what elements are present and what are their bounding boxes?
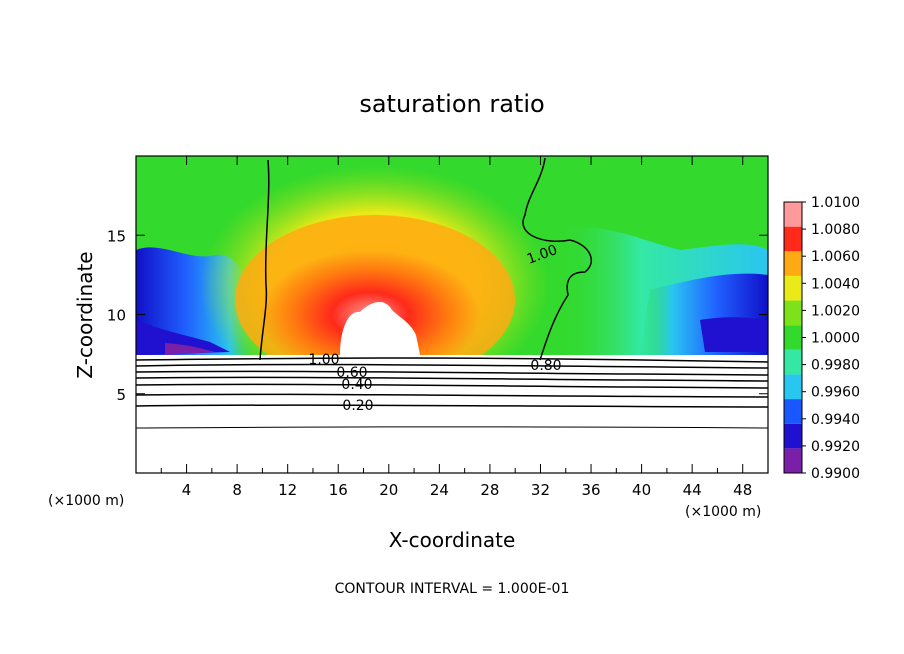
colorbar-swatch — [784, 423, 802, 449]
colorbar-swatch — [784, 226, 802, 252]
contour-line-1.00-right — [522, 157, 592, 361]
colorbar-swatch — [784, 325, 802, 350]
colorbar: 0.9900 0.9920 0.9940 0.9960 0.9980 1.0000 1.00… — [783, 195, 860, 482]
colorbar-label: 1.0020 — [811, 303, 860, 319]
x-axis: 4 8 12 16 20 24 28 32 36 40 44 48 — [160, 156, 752, 499]
plot-area: 1.00 1.00 0.80 0.60 0.40 0.20 — [136, 156, 768, 473]
contour-interval-note: CONTOUR INTERVAL = 1.000E-01 — [335, 581, 570, 597]
heatmap-region-left-purple — [136, 320, 230, 355]
contour-label: 1.00 — [308, 352, 339, 368]
contour-label: 0.40 — [341, 377, 372, 393]
y-axis-label: Z-coordinate — [73, 251, 97, 378]
colorbar-swatch — [784, 202, 802, 227]
contour-line-0.60 — [136, 370, 768, 376]
colorbar-swatch — [784, 374, 802, 400]
colorbar-label: 0.9940 — [811, 412, 860, 428]
colorbar-swatch — [784, 399, 802, 424]
x-tick-label: 16 — [329, 481, 348, 499]
colorbar-label: 0.9920 — [811, 439, 860, 455]
colorbar-label: 1.0060 — [811, 249, 860, 265]
x-tick-label: 32 — [531, 481, 550, 499]
heatmap-region-right-navy — [700, 317, 768, 352]
contour-line-1.00-left — [259, 159, 270, 361]
heatmap-region-left-violet — [165, 343, 215, 355]
contour-line-0.70 — [136, 363, 768, 369]
y-tick-label: 10 — [107, 307, 126, 325]
colorbar-label: 0.9960 — [811, 385, 860, 401]
colorbar-swatch — [784, 448, 802, 473]
colorbar-swatch — [784, 251, 802, 276]
x-tick-label: 8 — [232, 481, 242, 499]
x-tick-label: 24 — [430, 481, 449, 499]
colorbar-label: 0.9980 — [811, 358, 860, 374]
y-tick-label: 15 — [107, 227, 126, 245]
chart-title: saturation ratio — [359, 90, 544, 118]
colorbar-label: 1.0100 — [811, 195, 860, 211]
colorbar-label: 1.0040 — [811, 276, 860, 292]
colorbar-label: 1.0080 — [811, 222, 860, 238]
x-axis-unit-right: (×1000 m) — [685, 504, 761, 520]
y-tick-label: 5 — [116, 386, 126, 404]
x-tick-label: 36 — [581, 481, 600, 499]
contour-line-0.20 — [136, 404, 768, 408]
contour-line-0.30 — [136, 393, 768, 398]
x-tick-label: 4 — [182, 481, 192, 499]
x-axis-label: X-coordinate — [389, 528, 516, 552]
colorbar-swatch — [784, 300, 802, 326]
x-tick-label: 44 — [683, 481, 702, 499]
y-axis: 5 10 15 — [107, 227, 768, 404]
x-axis-unit-left: (×1000 m) — [48, 493, 124, 509]
colorbar-label: 0.9900 — [811, 466, 860, 482]
colorbar-label: 1.0000 — [811, 331, 860, 347]
contour-label: 0.60 — [336, 365, 367, 381]
contour-line-top-0.80 — [136, 357, 768, 363]
colorbar-swatch — [784, 275, 802, 301]
contour-line-0.10 — [136, 426, 768, 429]
x-tick-label: 28 — [480, 481, 499, 499]
heatmap-region-supersaturated — [340, 301, 420, 355]
contour-label: 0.80 — [530, 358, 561, 374]
x-tick-label: 48 — [733, 481, 752, 499]
x-tick-label: 20 — [379, 481, 398, 499]
contour-line-0.50 — [136, 376, 768, 382]
contour-line-0.40 — [136, 383, 768, 389]
colorbar-swatch — [784, 349, 802, 375]
x-tick-label: 12 — [278, 481, 297, 499]
x-tick-label: 40 — [632, 481, 651, 499]
contour-label: 0.20 — [342, 398, 373, 414]
